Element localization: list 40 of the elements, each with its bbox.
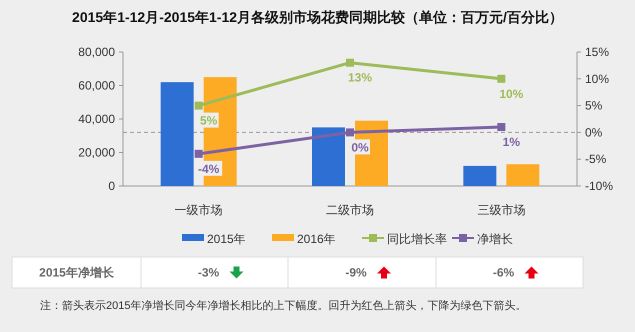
y2-tick-label: 5% (585, 98, 603, 113)
data-label: 5% (200, 114, 218, 128)
text: -9% (345, 266, 367, 280)
x-tick-label: 二级市场 (326, 203, 374, 217)
y-tick-label: 20,000 (78, 146, 116, 160)
legend-label: 净增长 (477, 232, 513, 246)
bar (506, 164, 540, 186)
y-tick-label: 0 (108, 179, 116, 193)
point (497, 123, 506, 132)
y2-tick-label: 15% (585, 45, 610, 59)
point (346, 128, 354, 136)
y2-tick-label: -5% (585, 152, 607, 166)
bar (312, 127, 345, 186)
bar (160, 82, 194, 186)
legend-label: 2015年 (207, 232, 246, 246)
point (346, 58, 354, 67)
data-label: 10% (499, 86, 524, 101)
bar (463, 166, 496, 186)
data-label: 13% (348, 70, 372, 85)
y2-tick-label: 10% (585, 72, 610, 86)
point (194, 102, 203, 110)
text: 2015年净增长 (39, 266, 115, 280)
legend-label: 2016年 (297, 232, 336, 246)
y-tick-label: 80,000 (78, 45, 116, 59)
text: 注：箭头表示2015年净增长同今年净增长相比的上下幅度。回升为红色上箭头，下降为绿色下箭头。 (40, 299, 526, 312)
legend-label: 同比增长率 (387, 232, 447, 246)
data-label: 1% (502, 135, 520, 150)
text: -3% (198, 266, 220, 280)
data-label: 0% (351, 140, 369, 154)
x-tick-label: 一级市场 (174, 203, 223, 217)
point (497, 74, 506, 83)
x-tick-label: 三级市场 (477, 203, 526, 217)
point (194, 150, 203, 158)
y-tick-label: 40,000 (78, 112, 116, 126)
y2-tick-label: 0% (585, 125, 603, 140)
y2-tick-label: -10% (585, 179, 614, 193)
chart-title: 2015年1-12月-2015年1-12月各级别市场花费同期比较（单位：百万元/百分比） (72, 9, 563, 25)
y-tick-label: 60,000 (78, 78, 116, 92)
data-label: -4% (198, 162, 220, 176)
text: -6% (492, 266, 514, 280)
